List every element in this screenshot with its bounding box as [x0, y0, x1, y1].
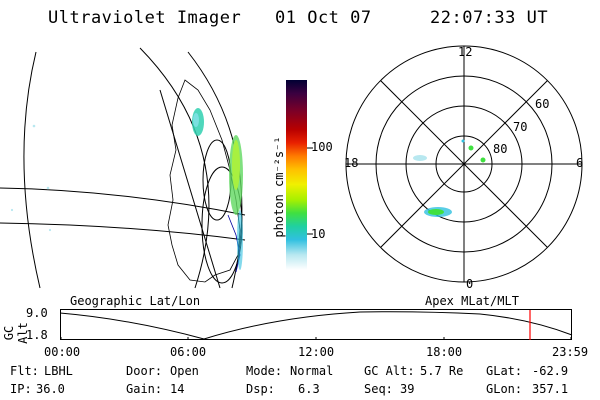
colorbar-ticks: [307, 147, 313, 235]
colorbar-label-10: 10: [311, 227, 326, 241]
param-door-value: Open: [170, 364, 199, 378]
param-mode-value: Normal: [290, 364, 334, 378]
colorbar-label-100: 100: [311, 140, 333, 154]
mlt-label-0: 0: [466, 277, 474, 291]
altitude-xtick-0000: 00:00: [44, 345, 81, 359]
param-seq-value: 39: [400, 382, 415, 396]
lat-label-80: 80: [493, 142, 508, 156]
param-gain-value: 14: [170, 382, 185, 396]
meridian-line: [159, 89, 221, 289]
lat-label-70: 70: [513, 120, 528, 134]
aurora-emission: [10, 108, 243, 270]
altitude-xtick-0600: 06:00: [170, 345, 207, 359]
param-ip-label: IP:: [10, 382, 32, 396]
param-door-label: Door:: [126, 364, 163, 378]
param-glon-label: GLon:: [486, 382, 523, 396]
mlt-label-18: 18: [344, 156, 359, 170]
param-mode-label: Mode:: [246, 364, 283, 378]
param-gc-alt-value: 5.7 Re: [420, 364, 464, 378]
param-dsp-label: Dsp:: [246, 382, 275, 396]
apex-panel-label: Apex MLat/MLT: [425, 294, 519, 308]
altitude-xtick-1200: 12:00: [298, 345, 335, 359]
altitude-xtick-2359: 23:59: [552, 345, 589, 359]
mlt-label-6: 6: [576, 156, 584, 170]
param-dsp-value: 6.3: [298, 382, 320, 396]
colorbar: [286, 80, 307, 270]
image-time: 22:07:33 UT: [430, 8, 549, 28]
altitude-xtick-1800: 18:00: [426, 345, 463, 359]
altitude-plot: [60, 309, 573, 340]
geographic-image-panel: [0, 47, 246, 289]
param-gc-alt-label: GC Alt:: [364, 364, 415, 378]
geographic-panel-label: Geographic Lat/Lon: [70, 294, 201, 308]
param-filter-value: LBHL: [44, 364, 73, 378]
polar-aurora: [413, 139, 486, 217]
polar-plot: [345, 45, 583, 283]
limb-arc: [23, 51, 41, 289]
lat-label-60: 60: [535, 97, 550, 111]
mlt-line-diag: [380, 80, 548, 248]
altitude-curve: [60, 311, 573, 340]
param-glat-label: GLat:: [486, 364, 523, 378]
param-glon-value: 357.1: [532, 382, 569, 396]
altitude-ytick-1-8: 1.8: [26, 328, 48, 342]
coastline: [167, 79, 241, 283]
param-filter-label: Flt:: [10, 364, 39, 378]
param-glat-value: -62.9: [532, 364, 569, 378]
param-gain-label: Gain:: [126, 382, 163, 396]
image-date: 01 Oct 07: [275, 8, 372, 28]
mlt-label-12: 12: [458, 45, 473, 59]
param-ip-value: 36.0: [36, 382, 65, 396]
latitude-line: [0, 222, 246, 241]
app-title: Ultraviolet Imager: [48, 8, 242, 28]
latitude-line: [0, 187, 246, 216]
colorbar-unit-label: photon cm⁻²s⁻¹: [272, 136, 286, 238]
param-seq-label: Seq:: [364, 382, 393, 396]
altitude-ytick-9: 9.0: [26, 306, 48, 320]
